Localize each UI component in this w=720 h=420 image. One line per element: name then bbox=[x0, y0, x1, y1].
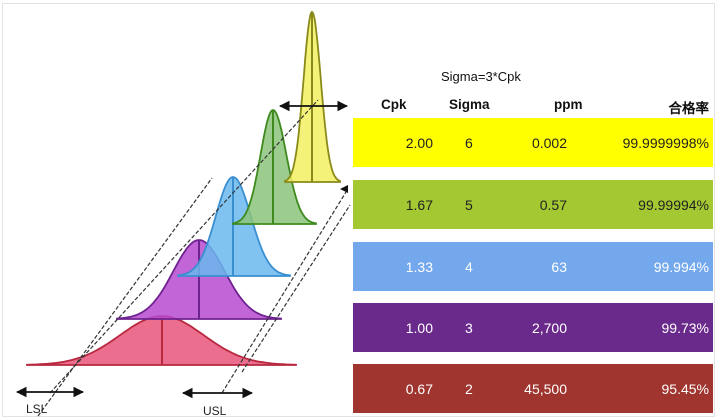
distribution-curves bbox=[26, 10, 341, 366]
cell-sigma: 4 bbox=[465, 258, 473, 275]
cell-ppm: 0.57 bbox=[539, 196, 567, 213]
cell-yield-rate: 99.99994% bbox=[638, 196, 709, 213]
lsl-guide-line bbox=[49, 99, 319, 394]
formula-label: Sigma=3*Cpk bbox=[441, 69, 521, 84]
header-cpk: Cpk bbox=[381, 97, 407, 112]
cell-yield-rate: 99.9999998% bbox=[622, 134, 709, 151]
cell-yield-rate: 95.45% bbox=[661, 380, 709, 397]
usl-guide-line-2 bbox=[241, 204, 351, 373]
header-sigma: Sigma bbox=[449, 97, 490, 112]
usl-guide-line bbox=[221, 191, 347, 394]
cell-cpk: 1.00 bbox=[405, 319, 433, 336]
cell-sigma: 6 bbox=[465, 134, 473, 151]
cell-sigma: 5 bbox=[465, 196, 473, 213]
cell-yield-rate: 99.73% bbox=[661, 319, 709, 336]
cell-cpk: 0.67 bbox=[405, 380, 433, 397]
cell-ppm: 45,500 bbox=[524, 380, 567, 397]
usl-label: USL bbox=[203, 404, 227, 418]
arrowhead-icon bbox=[340, 185, 348, 193]
cell-cpk: 1.33 bbox=[405, 258, 433, 275]
bell-curve-cpk-1.67 bbox=[232, 109, 317, 225]
image-frame bbox=[2, 3, 715, 417]
table-row: 1.67 5 0.57 99.99994% bbox=[353, 180, 713, 229]
cell-ppm: 63 bbox=[551, 258, 567, 275]
lsl-label: LSL bbox=[26, 402, 48, 416]
table-row: 1.33 4 63 99.994% bbox=[353, 242, 713, 291]
cell-cpk: 1.67 bbox=[405, 196, 433, 213]
cell-ppm: 2,700 bbox=[531, 319, 567, 336]
spec-limit-guides bbox=[37, 99, 351, 417]
table-row: 2.00 6 0.002 99.9999998% bbox=[353, 118, 713, 167]
cell-ppm: 0.002 bbox=[531, 134, 567, 151]
table-header: Cpk Sigma ppm 合格率 bbox=[353, 97, 713, 116]
header-yield-rate: 合格率 bbox=[668, 101, 710, 116]
cell-cpk: 2.00 bbox=[405, 134, 433, 151]
cell-sigma: 2 bbox=[465, 380, 473, 397]
table-row: 1.00 3 2,700 99.73% bbox=[353, 303, 713, 352]
table-row: 0.67 2 45,500 95.45% bbox=[353, 364, 713, 413]
cell-yield-rate: 99.994% bbox=[653, 258, 709, 275]
cell-sigma: 3 bbox=[465, 319, 473, 336]
lsl-guide-line-2 bbox=[37, 177, 213, 417]
header-ppm: ppm bbox=[554, 97, 583, 112]
